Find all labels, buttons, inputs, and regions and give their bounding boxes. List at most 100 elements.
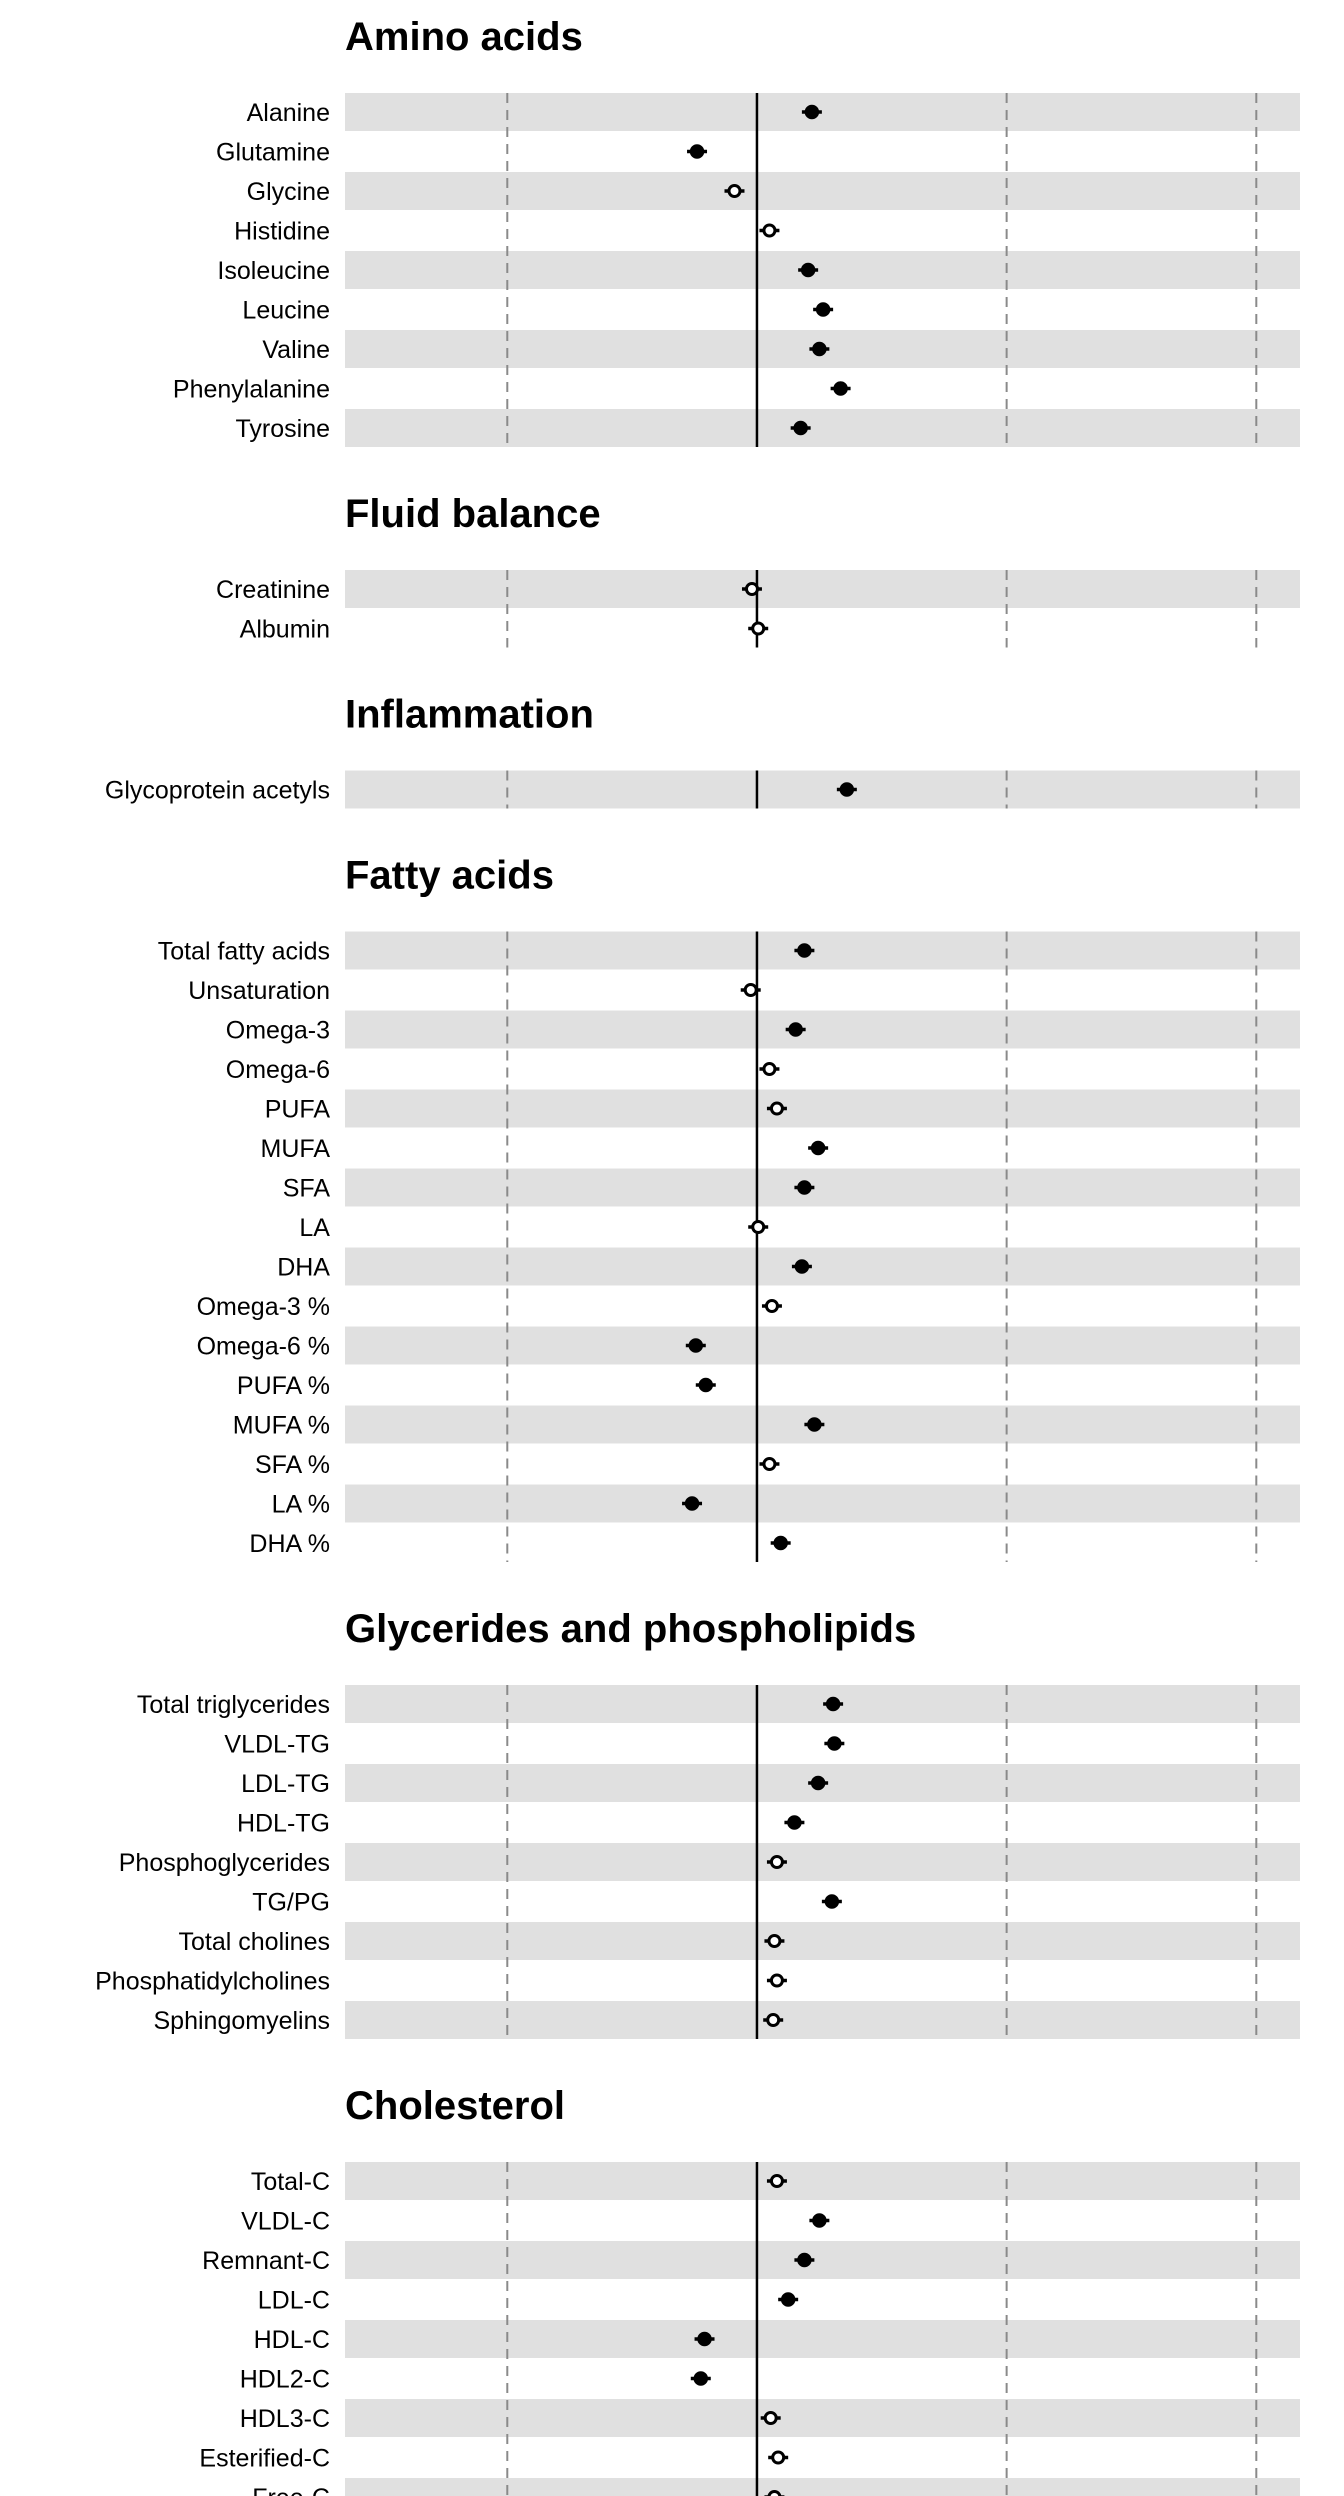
- row-label-total-fatty-acids: Total fatty acids: [158, 938, 330, 966]
- estimate-point-open: [762, 1062, 777, 1076]
- estimate-point-open: [743, 983, 758, 997]
- row-label-free-c: Free-C: [252, 2484, 330, 2496]
- row-band: [345, 2399, 1300, 2437]
- estimate-point-filled: [697, 2331, 712, 2347]
- estimate-markers: [682, 104, 857, 2496]
- estimate-point-open: [763, 2411, 778, 2425]
- section-title-4: Glycerides and phospholipids: [345, 1607, 916, 1651]
- estimate-point-filled: [793, 420, 808, 436]
- row-label-sphingomyelins: Sphingomyelins: [154, 2007, 331, 2035]
- estimate-point-filled: [794, 1259, 810, 1274]
- estimate-point-open: [769, 1855, 784, 1869]
- row-label-tg-pg: TG/PG: [252, 1889, 330, 1917]
- row-band: [345, 2162, 1300, 2200]
- row-band: [345, 251, 1300, 289]
- row-band: [345, 93, 1300, 131]
- row-label-creatinine: Creatinine: [216, 576, 330, 604]
- row-label-mufa: MUFA: [261, 1135, 331, 1163]
- row-label-albumin: Albumin: [240, 616, 330, 644]
- estimate-point-filled: [788, 1022, 803, 1037]
- estimate-point-open: [762, 223, 777, 238]
- section-title-3: Fatty acids: [345, 854, 554, 898]
- estimate-point-filled: [684, 1496, 700, 1511]
- row-band: [345, 1010, 1300, 1049]
- row-label-tyrosine: Tyrosine: [236, 415, 330, 443]
- row-label-phenylalanine: Phenylalanine: [173, 376, 330, 404]
- row-label-vldl-tg: VLDL-TG: [224, 1731, 330, 1759]
- row-label-total-c: Total-C: [251, 2168, 330, 2196]
- section-title-2: Inflammation: [345, 693, 594, 737]
- estimate-point-filled: [815, 302, 831, 317]
- row-band: [345, 1089, 1300, 1128]
- row-label-sfa: SFA: [283, 1175, 331, 1203]
- row-label-hdl3-c: HDL3-C: [240, 2405, 330, 2433]
- estimate-point-filled: [812, 341, 827, 357]
- estimate-point-filled: [688, 1338, 704, 1353]
- row-band: [345, 1843, 1300, 1881]
- row-band: [345, 2241, 1300, 2279]
- row-label-vldl-c: VLDL-C: [241, 2208, 330, 2236]
- estimate-point-open: [744, 582, 759, 596]
- estimate-point-filled: [825, 1696, 841, 1712]
- row-band: [345, 2320, 1300, 2358]
- estimate-point-filled: [787, 1815, 802, 1830]
- estimate-point-open: [751, 621, 766, 636]
- row-band: [345, 931, 1300, 970]
- row-label-hdl-tg: HDL-TG: [237, 1810, 330, 1838]
- estimate-point-filled: [698, 1377, 714, 1393]
- estimate-point-open: [727, 184, 742, 198]
- row-label-omega-3-: Omega-3 %: [197, 1293, 330, 1321]
- row-label-total-triglycerides: Total triglycerides: [137, 1691, 330, 1719]
- row-label-la-: LA %: [272, 1491, 330, 1519]
- estimate-point-filled: [773, 1535, 788, 1551]
- estimate-point-open: [762, 1457, 777, 1471]
- row-label-omega-6-: Omega-6 %: [197, 1333, 330, 1361]
- row-band: [345, 1685, 1300, 1723]
- row-band: [345, 770, 1300, 809]
- row-label-pufa: PUFA: [265, 1096, 331, 1124]
- estimate-point-filled: [807, 1417, 822, 1432]
- row-label-leucine: Leucine: [242, 297, 330, 325]
- row-label-valine: Valine: [262, 336, 330, 364]
- estimate-point-filled: [780, 2292, 796, 2307]
- row-band: [345, 409, 1300, 447]
- estimate-point-open: [767, 1934, 782, 1948]
- row-label-ldl-c: LDL-C: [258, 2287, 330, 2315]
- row-label-ldl-tg: LDL-TG: [241, 1770, 330, 1798]
- estimate-point-filled: [833, 381, 848, 396]
- row-band: [345, 1168, 1300, 1207]
- row-labels: Alanine Glutamine Glycine Histidine Isoleuci…: [95, 99, 330, 2496]
- estimate-point-filled: [797, 943, 812, 958]
- estimate-point-open: [751, 1220, 766, 1234]
- row-label-unsaturation: Unsaturation: [188, 977, 330, 1005]
- section-title-1: Fluid balance: [345, 492, 601, 536]
- estimate-point-filled: [689, 144, 705, 159]
- section-title-5: Cholesterol: [345, 2084, 565, 2128]
- row-label-sfa-: SFA %: [255, 1451, 330, 1479]
- row-label-glutamine: Glutamine: [216, 139, 330, 167]
- estimate-point-open: [767, 2490, 782, 2496]
- estimate-point-open: [766, 2013, 781, 2027]
- row-label-alanine: Alanine: [247, 99, 330, 127]
- row-label-hdl-c: HDL-C: [254, 2326, 330, 2354]
- estimate-point-filled: [810, 1140, 826, 1156]
- estimate-point-filled: [797, 2252, 812, 2268]
- row-band: [345, 570, 1300, 608]
- row-label-omega-3: Omega-3: [226, 1017, 330, 1045]
- row-label-mufa-: MUFA %: [233, 1412, 330, 1440]
- row-label-remnant-c: Remnant-C: [202, 2247, 330, 2275]
- row-label-hdl2-c: HDL2-C: [240, 2366, 330, 2394]
- row-label-omega-6: Omega-6: [226, 1056, 330, 1084]
- row-label-glycine: Glycine: [247, 178, 330, 206]
- estimate-point-filled: [810, 1775, 826, 1791]
- estimate-point-open: [769, 1101, 784, 1116]
- section-titles: Amino acids Fluid balance Inflammation Fatt…: [345, 15, 916, 2128]
- estimate-point-filled: [824, 1894, 840, 1909]
- row-bands: [345, 93, 1300, 2496]
- row-label-phosphatidylcholines: Phosphatidylcholines: [95, 1968, 330, 1996]
- row-band: [345, 2478, 1300, 2496]
- section-title-0: Amino acids: [345, 15, 583, 59]
- row-label-dha-: DHA %: [249, 1530, 330, 1558]
- estimate-point-filled: [839, 782, 855, 797]
